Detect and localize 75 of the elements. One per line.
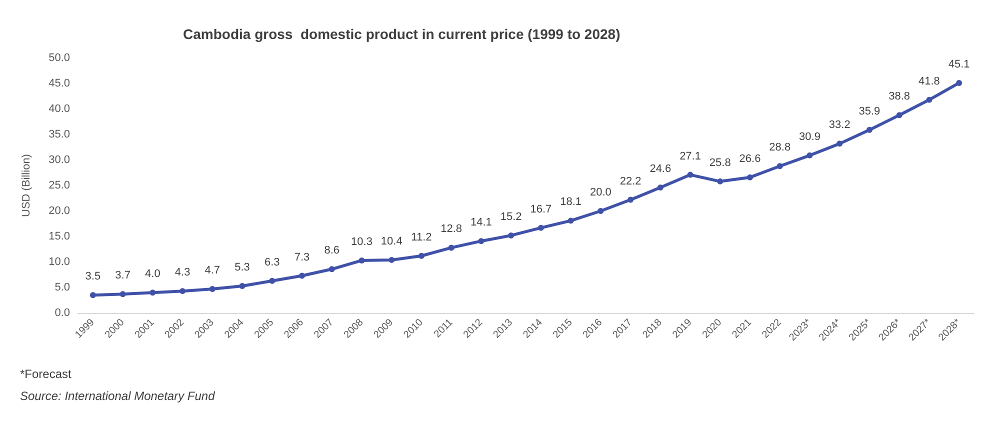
data-label: 33.2 — [828, 119, 850, 132]
data-label: 5.3 — [234, 261, 250, 274]
y-axis-title: USD (Billion) — [20, 154, 32, 217]
point — [836, 140, 843, 147]
point — [299, 272, 305, 279]
point — [628, 196, 634, 203]
data-label: 12.8 — [440, 223, 462, 236]
point — [120, 291, 126, 298]
text: *Forecast — [20, 367, 72, 381]
point — [209, 286, 216, 292]
point — [180, 288, 186, 294]
data-label: 4.3 — [174, 266, 190, 279]
y-tick-label: 5.0 — [54, 282, 70, 294]
data-label: 24.6 — [650, 163, 672, 176]
data-label: 28.8 — [769, 142, 791, 154]
point — [568, 218, 574, 224]
point — [239, 282, 246, 289]
chart-title: Cambodia gross domestic product in current price (1999 to 2028) — [183, 26, 620, 42]
y-tick-label: 25.0 — [48, 180, 70, 192]
y-tick-label: 30.0 — [48, 154, 70, 166]
point — [328, 266, 335, 272]
point — [269, 278, 276, 284]
data-label: 35.9 — [858, 105, 880, 118]
data-label: 8.6 — [324, 244, 340, 257]
point — [657, 184, 664, 191]
point — [508, 232, 514, 238]
point — [926, 96, 932, 103]
data-label: 26.6 — [739, 152, 761, 165]
data-label: 4.0 — [145, 268, 160, 280]
data-label: 10.4 — [380, 235, 402, 248]
point — [687, 172, 694, 178]
point — [956, 80, 962, 86]
data-label: 30.9 — [799, 130, 820, 143]
data-label: 4.7 — [204, 264, 220, 277]
data-label: 3.7 — [115, 270, 130, 282]
data-label: 27.1 — [680, 150, 701, 162]
point — [478, 238, 484, 244]
data-label: 45.1 — [948, 58, 970, 70]
data-label: 11.2 — [411, 231, 432, 244]
y-tick-label: 50.0 — [48, 52, 70, 64]
y-tick-label: 0.0 — [54, 307, 70, 319]
point — [717, 178, 724, 184]
y-tick-label: 35.0 — [48, 128, 70, 140]
data-label: 22.2 — [620, 175, 642, 188]
data-label: 18.1 — [560, 196, 582, 208]
data-label: 6.3 — [264, 256, 280, 268]
point — [448, 244, 454, 251]
point — [538, 224, 544, 231]
point — [866, 126, 872, 133]
point — [747, 174, 753, 180]
data-label: 16.7 — [530, 203, 552, 216]
point — [776, 163, 783, 170]
data-label: 14.1 — [470, 216, 492, 229]
data-label: 10.3 — [351, 236, 372, 248]
point — [806, 152, 813, 158]
data-label: 41.8 — [918, 75, 940, 88]
data-label: 3.5 — [85, 270, 101, 283]
point — [90, 292, 96, 298]
data-label: 7.3 — [294, 251, 310, 264]
point — [418, 252, 424, 259]
y-tick-label: 40.0 — [48, 103, 70, 115]
point — [358, 257, 365, 264]
point — [896, 112, 902, 118]
point — [388, 256, 395, 263]
source-note: Source: International Monetary Fund — [20, 389, 216, 403]
y-tick-label: 10.0 — [48, 256, 70, 268]
point — [150, 290, 156, 296]
data-label: 25.8 — [709, 156, 731, 169]
y-tick-label: 15.0 — [48, 230, 70, 242]
y-tick-label: 45.0 — [48, 78, 70, 90]
data-label: 20.0 — [590, 186, 612, 198]
y-tick-label: 20.0 — [48, 205, 70, 217]
data-label: 15.2 — [500, 210, 522, 223]
point — [598, 208, 604, 214]
data-label: 38.8 — [888, 90, 910, 103]
